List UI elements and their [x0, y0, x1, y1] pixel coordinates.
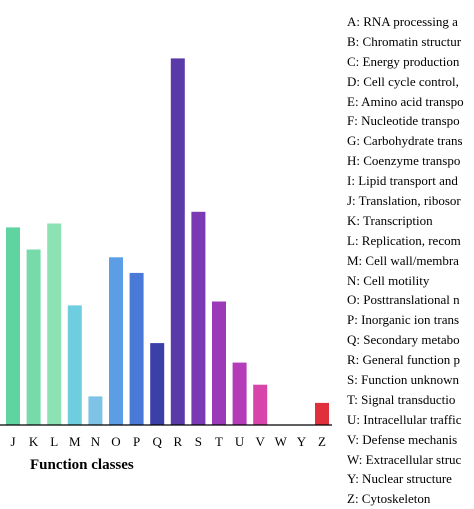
x-tick-label-Q: Q: [153, 434, 163, 449]
bar-J: [6, 227, 20, 425]
bar-Q: [150, 343, 165, 425]
legend-item: D: Cell cycle control,: [347, 73, 459, 89]
legend-item: C: Energy production: [347, 53, 460, 69]
legend-item: J: Translation, ribosor: [347, 193, 461, 209]
legend-item: K: Transcription: [347, 212, 433, 228]
bar-T: [212, 301, 226, 425]
legend-item: O: Posttranslational n: [347, 292, 460, 308]
legend: A: RNA processing a B: Chromatin structur…: [347, 12, 474, 509]
bar-S: [191, 211, 206, 425]
legend-item: Y: Nuclear structure: [347, 471, 452, 487]
x-tick-label-O: O: [111, 434, 120, 449]
x-tick-label-S: S: [195, 434, 202, 449]
x-tick-label-J: J: [10, 434, 15, 449]
bar-R: [170, 58, 185, 426]
legend-item: P: Inorganic ion trans: [347, 312, 460, 328]
bar-Z: [315, 402, 329, 425]
bars-group: [6, 58, 329, 426]
legend-item: M: Cell wall/membra: [347, 252, 459, 268]
x-tick-label-K: K: [29, 434, 39, 449]
bar-K: [26, 249, 41, 425]
x-tick-label-Z: Z: [318, 434, 326, 449]
x-tick-label-Y: Y: [297, 434, 307, 449]
x-tick-label-P: P: [133, 434, 140, 449]
bar-V: [253, 384, 268, 425]
bar-M: [67, 305, 82, 425]
x-tick-label-M: M: [69, 434, 81, 449]
bar-P: [129, 272, 144, 425]
legend-item: H: Coenzyme transpo: [347, 153, 461, 169]
x-tick-label-L: L: [50, 434, 58, 449]
x-tick-label-R: R: [173, 434, 182, 449]
legend-item: B: Chromatin structur: [347, 33, 462, 49]
bar-U: [232, 362, 247, 425]
bar-O: [109, 257, 123, 425]
legend-item: T: Signal transductio: [347, 391, 456, 407]
x-tick-label-U: U: [235, 434, 245, 449]
legend-item: V: Defense mechanis: [347, 431, 458, 447]
legend-item: Z: Cytoskeleton: [347, 491, 431, 507]
bar-N: [88, 396, 103, 425]
legend-item: I: Lipid transport and: [347, 173, 458, 189]
legend-item: W: Extracellular struc: [347, 451, 462, 467]
x-tick-label-T: T: [215, 434, 223, 449]
bar-L: [47, 223, 62, 425]
legend-item: F: Nucleotide transpo: [347, 113, 460, 129]
legend-item: L: Replication, recom: [347, 232, 461, 248]
x-tick-label-N: N: [91, 434, 101, 449]
legend-item: S: Function unknown: [347, 372, 459, 388]
legend-item: Q: Secondary metabo: [347, 332, 460, 348]
legend-item: A: RNA processing a: [347, 14, 458, 29]
legend-item: R: General function p: [347, 352, 460, 368]
legend-item: U: Intracellular traffic: [347, 411, 462, 427]
x-tick-label-V: V: [256, 434, 266, 449]
legend-item: E: Amino acid transpo: [347, 93, 464, 109]
x-tick-label-W: W: [275, 434, 288, 449]
x-axis-label: Function classes: [30, 457, 134, 473]
legend-item: N: Cell motility: [347, 272, 430, 288]
legend-item: G: Carbohydrate trans: [347, 133, 463, 149]
